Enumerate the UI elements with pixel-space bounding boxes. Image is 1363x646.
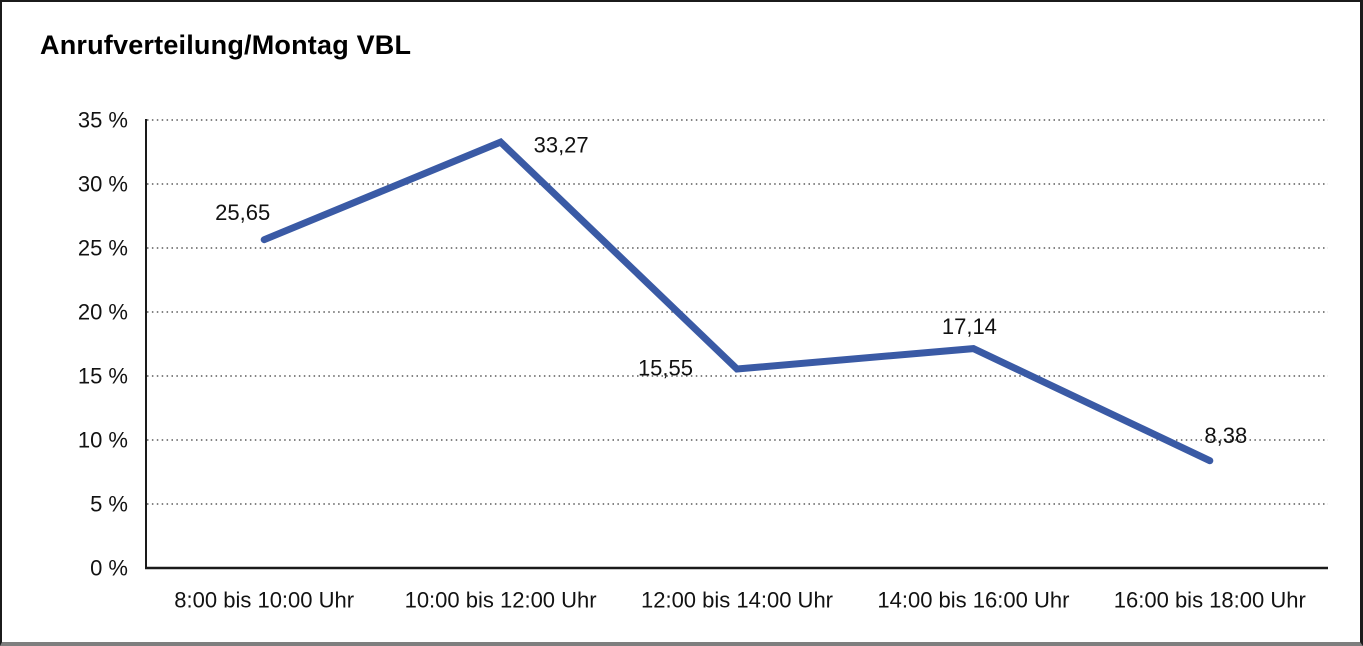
y-axis-tick-label: 15 % xyxy=(78,364,128,389)
data-point-label: 25,65 xyxy=(215,200,270,225)
y-axis-tick-label: 25 % xyxy=(78,236,128,261)
chart-title: Anrufverteilung/Montag VBL xyxy=(40,30,412,60)
y-axis-tick-label: 30 % xyxy=(78,172,128,197)
y-axis-tick-label: 35 % xyxy=(78,108,128,133)
y-axis-tick-label: 5 % xyxy=(90,492,128,517)
y-axis-tick-label: 20 % xyxy=(78,300,128,325)
x-axis-category-label: 14:00 bis 16:00 Uhr xyxy=(877,588,1069,613)
data-point-label: 33,27 xyxy=(534,133,589,158)
y-axis-tick-label: 10 % xyxy=(78,428,128,453)
data-point-label: 17,14 xyxy=(942,314,997,339)
x-axis-category-label: 8:00 bis 10:00 Uhr xyxy=(174,588,354,613)
data-series-line xyxy=(260,137,1214,465)
data-point-label: 8,38 xyxy=(1204,423,1247,448)
x-axis-category-label: 12:00 bis 14:00 Uhr xyxy=(641,588,833,613)
x-axis-category-label: 10:00 bis 12:00 Uhr xyxy=(405,588,597,613)
data-point-label: 15,55 xyxy=(638,355,693,380)
x-axis-category-label: 16:00 bis 18:00 Uhr xyxy=(1114,588,1306,613)
y-axis-tick-label: 0 % xyxy=(90,556,128,581)
